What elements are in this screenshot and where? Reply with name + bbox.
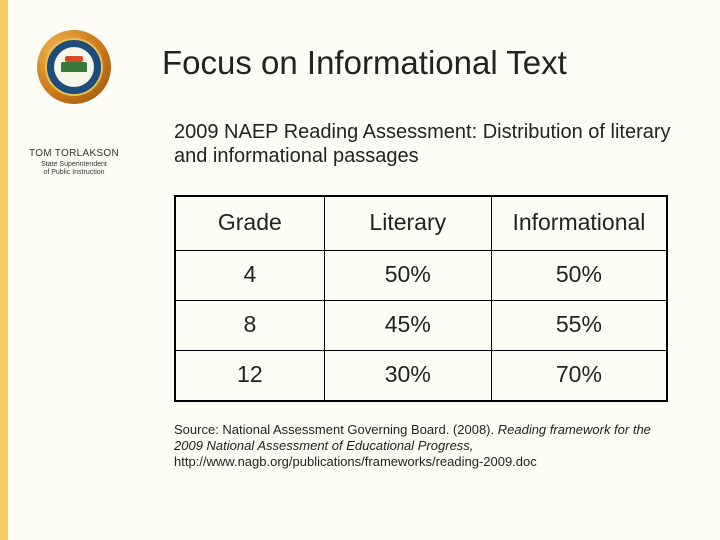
table-header: Informational <box>491 196 667 251</box>
accent-bar <box>0 0 8 540</box>
table-row: 4 50% 50% <box>175 250 667 300</box>
table-cell: 12 <box>175 350 324 401</box>
table-header: Grade <box>175 196 324 251</box>
slide-subtitle: 2009 NAEP Reading Assessment: Distributi… <box>174 120 680 169</box>
table-cell: 45% <box>324 300 491 350</box>
official-title: State Superintendent of Public Instructi… <box>8 161 140 178</box>
table-cell: 4 <box>175 250 324 300</box>
official-name: TOM TORLAKSON <box>8 148 140 159</box>
table-cell: 50% <box>491 250 667 300</box>
table-header-row: Grade Literary Informational <box>175 196 667 251</box>
official-title-line1: State Superintendent <box>41 161 107 168</box>
table-cell: 50% <box>324 250 491 300</box>
table-cell: 8 <box>175 300 324 350</box>
source-citation: Source: National Assessment Governing Bo… <box>174 422 668 471</box>
main-content: Focus on Informational Text 2009 NAEP Re… <box>140 0 710 540</box>
distribution-table: Grade Literary Informational 4 50% 50% 8… <box>174 195 668 402</box>
source-link: http://www.nagb.org/publications/framewo… <box>174 454 537 469</box>
table-row: 12 30% 70% <box>175 350 667 401</box>
table-row: 8 45% 55% <box>175 300 667 350</box>
seal-icon <box>37 30 111 104</box>
table-cell: 30% <box>324 350 491 401</box>
sidebar: TOM TORLAKSON State Superintendent of Pu… <box>8 0 140 540</box>
official-title-line2: of Public Instruction <box>43 169 104 176</box>
slide-title: Focus on Informational Text <box>162 44 710 82</box>
source-prefix: Source: National Assessment Governing Bo… <box>174 422 498 437</box>
table-cell: 55% <box>491 300 667 350</box>
table-header: Literary <box>324 196 491 251</box>
table-cell: 70% <box>491 350 667 401</box>
